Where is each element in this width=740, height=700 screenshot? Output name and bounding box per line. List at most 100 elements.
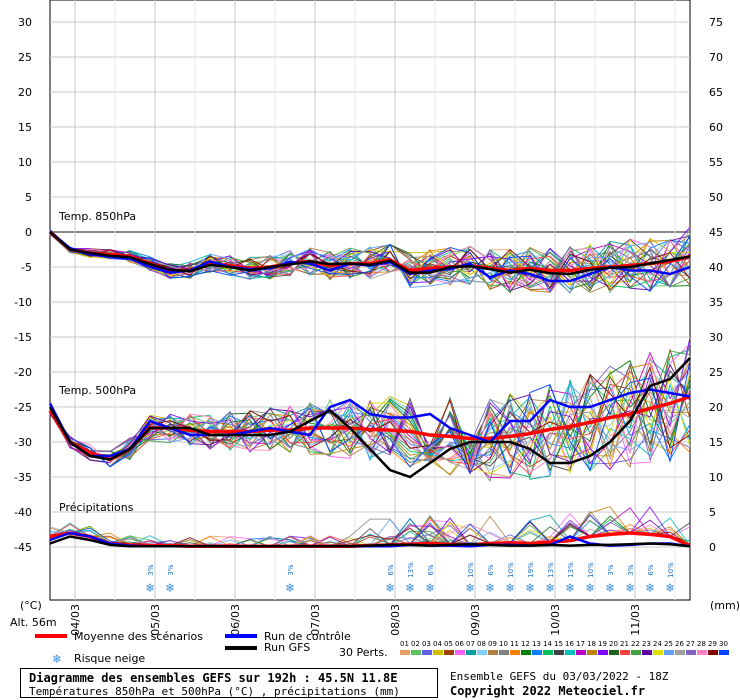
perturbation-number: 22 — [631, 640, 640, 648]
chart-subtitle: Températures 850hPa et 500hPa (°C) , pré… — [29, 685, 400, 698]
snowflake-icon: ❄ — [165, 581, 174, 596]
perturbation-color-swatch — [400, 650, 410, 655]
right-tick-label: 55 — [709, 156, 723, 169]
legend-label-control: Run de contrôle — [264, 630, 351, 643]
perturbation-color-swatch — [444, 650, 454, 655]
left-tick-label: 20 — [18, 86, 32, 99]
chart-title-box: Diagramme des ensembles GEFS sur 192h : … — [20, 668, 438, 698]
perturbation-color-swatch — [719, 650, 729, 655]
right-tick-label: 25 — [709, 366, 723, 379]
perturbation-line — [49, 232, 691, 292]
run-info: Ensemble GEFS du 03/03/2022 - 18Z — [450, 670, 669, 683]
snowflake-icon: ❄ — [665, 581, 674, 596]
left-tick-label: -45 — [14, 541, 32, 554]
perturbation-color-swatch — [543, 650, 553, 655]
perturbation-color-swatch — [488, 650, 498, 655]
left-tick-label: -25 — [14, 401, 32, 414]
snow-risk-pct: 3% — [607, 564, 615, 575]
snow-risk-pct: 19% — [527, 562, 535, 578]
snowflake-icon: ❄ — [565, 581, 574, 596]
snowflake-icon: ❄ — [485, 581, 494, 596]
perturbation-number: 03 — [422, 640, 431, 648]
snow-risk-pct: 10% — [587, 562, 595, 578]
right-tick-label: 35 — [709, 296, 723, 309]
perturbation-color-swatch — [653, 650, 663, 655]
series-line-t500 — [48, 357, 691, 479]
snowflake-icon: ❄ — [52, 652, 61, 667]
snowflake-icon: ❄ — [145, 581, 154, 596]
perturbation-color-swatch — [675, 650, 685, 655]
left-tick-label: -5 — [21, 261, 32, 274]
perturbation-line — [49, 230, 691, 291]
date-tick-label: 10/03 — [549, 604, 562, 636]
right-axis-unit: (mm) — [710, 599, 740, 612]
perturbation-line — [49, 370, 691, 476]
perturbation-line — [49, 227, 691, 293]
perturbation-number: 06 — [455, 640, 464, 648]
left-axis-unit: (°C) — [20, 599, 42, 612]
perturbation-number: 28 — [697, 640, 706, 648]
left-tick-label: 0 — [25, 226, 32, 239]
perturbation-number: 12 — [521, 640, 530, 648]
date-tick-label: 09/03 — [469, 604, 482, 636]
perturbation-color-swatch — [411, 650, 421, 655]
right-tick-label: 45 — [709, 226, 723, 239]
snowflake-icon: ❄ — [545, 581, 554, 596]
right-tick-label: 10 — [709, 471, 723, 484]
perturbation-line — [49, 232, 691, 289]
perturbation-number: 11 — [510, 640, 519, 648]
snow-risk-pct: 6% — [647, 564, 655, 575]
date-tick-label: 11/03 — [629, 604, 642, 636]
perturbation-number: 25 — [664, 640, 673, 648]
perturbation-color-swatch — [466, 650, 476, 655]
right-tick-label: 60 — [709, 121, 723, 134]
snow-risk-pct: 3% — [287, 564, 295, 575]
panel-label: Temp. 500hPa — [58, 384, 136, 397]
left-tick-label: 25 — [18, 51, 32, 64]
date-tick-label: 07/03 — [309, 604, 322, 636]
snow-risk-pct: 6% — [387, 564, 395, 575]
snowflake-icon: ❄ — [525, 581, 534, 596]
left-tick-label: -30 — [14, 436, 32, 449]
perturbation-line — [49, 233, 691, 294]
perturbation-color-swatch — [554, 650, 564, 655]
snow-risk-pct: 3% — [147, 564, 155, 575]
snowflake-icon: ❄ — [465, 581, 474, 596]
perturbation-line — [49, 343, 691, 472]
perturbation-color-swatch — [697, 650, 707, 655]
snowflake-icon: ❄ — [605, 581, 614, 596]
left-tick-label: -15 — [14, 331, 32, 344]
snow-risk-pct: 3% — [627, 564, 635, 575]
perturbation-color-swatch — [631, 650, 641, 655]
snowflake-icon: ❄ — [385, 581, 394, 596]
perturbation-line — [49, 395, 691, 470]
left-tick-label: 5 — [25, 191, 32, 204]
perturbation-number: 23 — [642, 640, 651, 648]
perturbation-color-swatch — [422, 650, 432, 655]
perturbation-number: 18 — [587, 640, 596, 648]
perturbation-color-swatch — [642, 650, 652, 655]
snowflake-icon: ❄ — [285, 581, 294, 596]
legend-label-mean: Moyenne des scénarios — [74, 630, 203, 643]
perturbation-number: 21 — [620, 640, 629, 648]
snowflake-icon: ❄ — [505, 581, 514, 596]
perturbation-number: 17 — [576, 640, 585, 648]
perturbation-color-swatch — [598, 650, 608, 655]
chart-title: Diagramme des ensembles GEFS sur 192h : … — [29, 671, 398, 685]
perturbation-color-swatch — [576, 650, 586, 655]
perturbation-number: 05 — [444, 640, 453, 648]
perturbation-color-swatch — [521, 650, 531, 655]
perturbation-color-swatch — [510, 650, 520, 655]
snowflake-icon: ❄ — [645, 581, 654, 596]
snow-risk-pct: 6% — [427, 564, 435, 575]
date-tick-label: 08/03 — [389, 604, 402, 636]
snow-risk-pct: 13% — [567, 562, 575, 578]
perturbation-color-swatch — [455, 650, 465, 655]
perturbation-number: 19 — [598, 640, 607, 648]
panel-label: Précipitations — [59, 501, 134, 514]
series-line-precip — [49, 535, 691, 548]
right-tick-label: 65 — [709, 86, 723, 99]
left-tick-label: -35 — [14, 471, 32, 484]
perturbation-number: 04 — [433, 640, 442, 648]
